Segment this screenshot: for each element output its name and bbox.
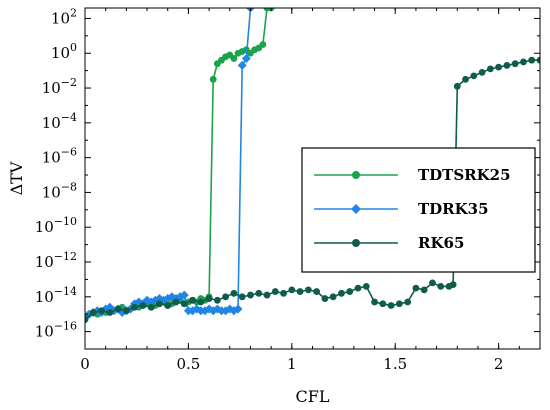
data-point	[230, 55, 238, 62]
data-point	[255, 289, 263, 297]
data-point	[89, 309, 97, 316]
y-tick-label: 100	[51, 41, 77, 62]
data-point	[209, 75, 217, 83]
data-point	[511, 60, 519, 68]
data-point	[453, 82, 461, 90]
data-point	[259, 41, 267, 48]
data-point	[449, 281, 457, 289]
series-TDTSRK25	[85, 8, 275, 323]
data-point	[379, 300, 387, 308]
y-tick-label: 10−2	[42, 76, 77, 97]
data-point	[296, 288, 304, 295]
y-tick-label: 10−16	[35, 320, 77, 341]
data-point	[131, 303, 139, 311]
y-tick-label: 10−6	[42, 146, 77, 167]
data-point	[486, 65, 494, 73]
data-point	[98, 307, 105, 315]
data-point	[147, 303, 155, 311]
y-tick-label: 10−8	[42, 180, 77, 201]
legend-marker	[352, 239, 360, 247]
x-tick-label: 2	[494, 355, 504, 373]
legend-label: RK65	[418, 234, 464, 252]
data-point	[404, 298, 412, 306]
x-tick-label: 0	[80, 355, 90, 373]
data-point	[536, 56, 540, 64]
data-point	[271, 288, 279, 295]
data-point	[412, 284, 420, 292]
data-point	[263, 291, 271, 299]
data-point	[288, 286, 296, 294]
y-tick-label: 10−14	[35, 285, 77, 306]
data-point	[329, 293, 337, 301]
data-point	[237, 60, 247, 70]
data-point	[503, 62, 511, 69]
data-point	[304, 286, 312, 294]
legend-marker	[351, 204, 361, 214]
data-point	[478, 68, 486, 76]
y-tick-label: 10−4	[42, 111, 77, 132]
data-point	[238, 293, 246, 301]
data-point	[189, 296, 196, 304]
data-point	[85, 316, 89, 323]
data-point	[106, 309, 114, 316]
data-point	[371, 298, 378, 306]
data-point	[213, 296, 221, 304]
series-layer	[85, 8, 540, 323]
x-tick-label: 1	[287, 355, 297, 373]
data-point	[247, 291, 254, 299]
legend-label: TDTSRK25	[418, 166, 511, 184]
data-point	[85, 309, 94, 319]
data-point	[122, 307, 130, 315]
y-tick-label: 102	[51, 6, 77, 27]
data-point	[197, 298, 205, 306]
series-RK65	[85, 56, 540, 323]
data-point	[164, 302, 172, 309]
legend: TDTSRK25 TDRK35 RK65	[301, 147, 536, 273]
data-point	[346, 288, 354, 295]
data-point	[180, 300, 188, 308]
y-tick-label: 10−12	[35, 250, 77, 271]
data-point	[429, 279, 436, 287]
data-point	[470, 72, 478, 80]
data-point	[495, 63, 503, 71]
data-point	[280, 289, 287, 297]
data-point	[362, 282, 370, 290]
data-point	[205, 295, 213, 302]
data-point	[241, 53, 251, 63]
data-point	[313, 288, 321, 295]
data-point	[420, 286, 428, 294]
series-TDRK35	[85, 8, 255, 323]
data-point	[437, 282, 445, 290]
axes-layer: 0 0.5 1 1.5 2 102 100 10−2 10−4 10−6 10−8 10−10 10−1…	[35, 6, 540, 373]
data-point	[520, 58, 527, 66]
x-tick-label: 0.5	[176, 355, 200, 373]
data-point	[114, 305, 122, 313]
data-point	[462, 75, 469, 83]
data-point	[172, 298, 180, 306]
data-point	[395, 300, 403, 308]
y-tick-label: 10−10	[35, 215, 77, 236]
y-axis-label: ΔTV	[7, 161, 26, 195]
legend-label: TDRK35	[418, 200, 489, 218]
data-point	[338, 289, 345, 297]
data-point	[179, 290, 189, 300]
data-point	[156, 300, 163, 308]
data-point	[230, 289, 238, 297]
data-point	[321, 295, 329, 302]
data-point	[139, 302, 147, 309]
x-axis-label: CFL	[296, 387, 330, 406]
data-point	[528, 56, 536, 64]
data-point	[387, 302, 395, 309]
data-point	[222, 293, 230, 301]
x-tick-label: 1.5	[383, 355, 407, 373]
data-point	[233, 304, 243, 314]
legend-marker	[352, 171, 360, 179]
data-point	[354, 284, 362, 292]
legend-box	[301, 147, 536, 273]
